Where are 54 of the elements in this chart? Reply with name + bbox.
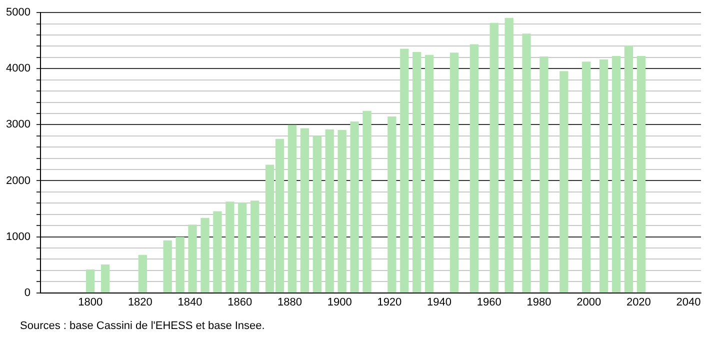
bar bbox=[612, 56, 621, 293]
bar bbox=[412, 52, 422, 293]
bar bbox=[424, 54, 434, 293]
x-tick-label: 1940 bbox=[427, 296, 452, 308]
bar bbox=[300, 128, 310, 293]
bar bbox=[388, 116, 396, 293]
bar bbox=[86, 269, 95, 293]
bar bbox=[238, 202, 247, 293]
bar bbox=[250, 200, 260, 293]
y-tick-label: 5000 bbox=[6, 6, 30, 19]
bar bbox=[450, 52, 459, 293]
bar bbox=[560, 71, 568, 293]
x-tick-label: 2020 bbox=[626, 296, 651, 308]
bar bbox=[100, 264, 110, 293]
y-tick-label: 3000 bbox=[6, 118, 30, 131]
bar bbox=[362, 110, 372, 293]
y-tick-label: 1000 bbox=[6, 230, 30, 243]
x-tick-label: 2000 bbox=[576, 296, 602, 308]
bar bbox=[599, 59, 608, 293]
bar bbox=[582, 62, 591, 293]
x-tick-label: 1920 bbox=[377, 296, 402, 308]
y-tick-label: 0 bbox=[24, 286, 30, 299]
x-tick-label: 1980 bbox=[526, 296, 552, 308]
bar bbox=[400, 48, 409, 293]
x-tick-label: 1820 bbox=[128, 296, 152, 308]
y-tick-label: 4000 bbox=[6, 62, 30, 75]
bar bbox=[176, 236, 184, 293]
bar bbox=[522, 34, 531, 293]
bar bbox=[288, 124, 297, 293]
bar bbox=[325, 129, 334, 293]
source-note: Sources : base Cassini de l'EHESS et base Insee. bbox=[20, 320, 265, 332]
y-tick-label: 2000 bbox=[6, 174, 30, 187]
bar bbox=[338, 130, 346, 293]
bar bbox=[226, 202, 234, 293]
x-tick-label: 1800 bbox=[78, 296, 103, 308]
bar bbox=[636, 56, 646, 293]
bar bbox=[540, 56, 548, 293]
bar bbox=[163, 240, 172, 293]
bar bbox=[470, 44, 479, 293]
bar bbox=[138, 254, 147, 293]
bar bbox=[312, 136, 322, 293]
bar bbox=[490, 22, 498, 293]
bar bbox=[504, 18, 514, 293]
bar bbox=[188, 224, 197, 293]
x-tick-label: 1860 bbox=[228, 296, 252, 308]
bar bbox=[213, 211, 222, 293]
bar bbox=[200, 218, 210, 293]
x-tick-label: 1840 bbox=[178, 296, 202, 308]
x-tick-label: 2040 bbox=[676, 296, 701, 308]
bar bbox=[350, 122, 359, 293]
bar bbox=[624, 45, 634, 293]
x-tick-label: 1880 bbox=[277, 296, 302, 308]
x-tick-label: 1900 bbox=[327, 296, 352, 308]
x-tick-label: 1960 bbox=[476, 296, 502, 308]
